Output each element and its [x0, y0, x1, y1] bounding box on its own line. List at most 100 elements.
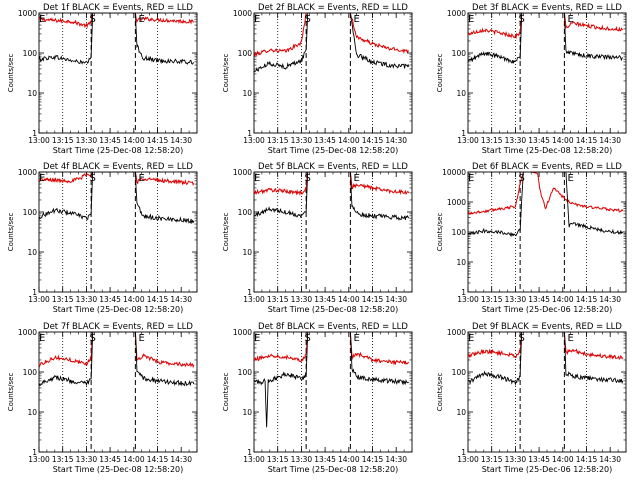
series-group	[254, 332, 410, 428]
marker-e-left: E	[468, 333, 474, 344]
y-axis-label: Counts/sec	[7, 373, 15, 412]
x-tick-label: 13:00	[28, 455, 50, 464]
marker-s: S	[90, 14, 96, 25]
x-tick-label: 13:00	[243, 136, 265, 145]
marker-e-left: E	[468, 14, 474, 25]
x-tick-label: 14:15	[147, 295, 169, 304]
x-axis-label: Start Time (25-Dec-08 12:58:20)	[482, 146, 613, 155]
x-tick-label: 13:45	[314, 136, 336, 145]
x-tick-label: 13:30	[291, 455, 313, 464]
y-tick-label: 10	[456, 89, 466, 98]
x-axis-label: Start Time (25-Dec-08 12:58:20)	[53, 146, 184, 155]
x-tick-label: 14:00	[338, 136, 360, 145]
x-tick-label: 13:00	[28, 136, 50, 145]
x-tick-label: 13:15	[481, 295, 503, 304]
series-line-events	[254, 332, 409, 428]
y-axis-label: Counts/sec	[222, 213, 230, 252]
y-tick-label: 100	[452, 368, 467, 377]
series-group	[468, 332, 624, 387]
marker-e-left: E	[254, 333, 260, 344]
x-tick-label: 13:00	[457, 136, 479, 145]
series-line-lld	[468, 172, 624, 215]
series-group	[39, 13, 195, 65]
chart-panel-7: Det 7f BLACK = Events, RED = LLD 1 10 100 10…	[7, 322, 198, 474]
x-axis-label: Start Time (25-Dec-08 12:58:20)	[268, 146, 399, 155]
marker-e-right: E	[568, 14, 574, 25]
y-tick-label: 1	[32, 129, 37, 138]
y-axis-label: Counts/sec	[7, 213, 15, 252]
series-line-events	[468, 332, 624, 387]
y-tick-label: 1000	[233, 9, 252, 18]
x-tick-label: 13:30	[291, 136, 313, 145]
x-tick-label: 14:30	[599, 295, 621, 304]
y-tick-label: 10000	[442, 168, 466, 177]
marker-s: S	[519, 173, 525, 184]
y-axis-label: Counts/sec	[222, 373, 230, 412]
x-tick-label: 13:45	[528, 136, 550, 145]
series-line-lld	[39, 172, 195, 186]
chart-panel-6: Det 6f BLACK = Events, RED = LLD 1 10 100 10…	[436, 162, 627, 314]
x-tick-label: 13:30	[505, 295, 527, 304]
marker-e-right: E	[139, 333, 145, 344]
x-tick-label: 14:15	[362, 295, 384, 304]
y-axis-label: Counts/sec	[7, 54, 15, 93]
series-line-lld	[468, 332, 624, 360]
x-tick-label: 13:00	[28, 295, 50, 304]
x-tick-label: 13:45	[99, 295, 121, 304]
y-tick-label: 100	[23, 49, 38, 58]
x-tick-label: 13:30	[505, 455, 527, 464]
y-tick-label: 100	[23, 208, 38, 217]
x-tick-label: 13:00	[457, 295, 479, 304]
marker-s: S	[519, 14, 525, 25]
y-axis-label: Counts/sec	[436, 54, 444, 93]
chart-title: Det 4f BLACK = Events, RED = LLD	[43, 162, 193, 172]
x-tick-label: 14:00	[552, 136, 574, 145]
marker-e-right: E	[354, 14, 360, 25]
y-tick-label: 100	[452, 49, 467, 58]
x-axis-label: Start Time (25-Dec-08 12:58:20)	[53, 465, 184, 474]
y-tick-label: 100	[238, 208, 253, 217]
marker-s: S	[90, 333, 96, 344]
chart-panel-4: Det 4f BLACK = Events, RED = LLD 1 10 100 10…	[7, 162, 198, 314]
y-tick-label: 1	[461, 448, 466, 457]
x-axis-label: Start Time (25-Dec-08 12:58:20)	[268, 305, 399, 314]
y-tick-label: 1000	[18, 9, 37, 18]
y-tick-label: 1	[247, 129, 252, 138]
x-tick-label: 13:30	[291, 295, 313, 304]
marker-e-right: E	[139, 14, 145, 25]
x-tick-label: 13:45	[314, 455, 336, 464]
y-tick-label: 100	[238, 368, 253, 377]
marker-e-left: E	[254, 173, 260, 184]
y-tick-label: 10	[242, 248, 252, 257]
x-tick-label: 13:15	[481, 455, 503, 464]
x-tick-label: 13:15	[481, 136, 503, 145]
chart-title: Det 5f BLACK = Events, RED = LLD	[258, 162, 408, 172]
x-tick-label: 14:30	[385, 455, 407, 464]
x-tick-label: 13:30	[505, 136, 527, 145]
chart-panel-5: Det 5f BLACK = Events, RED = LLD 1 10 100 10…	[222, 162, 413, 314]
chart-title: Det 1f BLACK = Events, RED = LLD	[43, 3, 193, 13]
marker-s: S	[305, 14, 311, 25]
chart-title: Det 3f BLACK = Events, RED = LLD	[472, 3, 622, 13]
series-group	[39, 332, 195, 387]
x-tick-label: 14:15	[576, 455, 598, 464]
x-axis-label: Start Time (25-Dec-08 12:58:20)	[268, 465, 399, 474]
chart-panel-1: Det 1f BLACK = Events, RED = LLD 1 10 100 10…	[7, 3, 198, 155]
marker-e-left: E	[468, 173, 474, 184]
series-line-events	[39, 332, 195, 387]
x-tick-label: 13:45	[99, 136, 121, 145]
y-tick-label: 1000	[447, 198, 466, 207]
x-tick-label: 13:30	[76, 295, 98, 304]
y-tick-label: 10	[27, 408, 37, 417]
y-tick-label: 100	[238, 49, 253, 58]
marker-e-left: E	[254, 14, 260, 25]
x-tick-label: 13:15	[267, 455, 289, 464]
